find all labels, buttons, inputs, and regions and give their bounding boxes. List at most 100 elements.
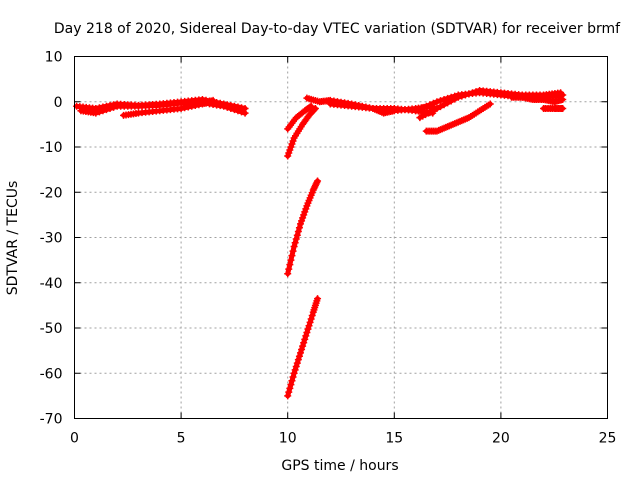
series-arc-drop-2 xyxy=(284,102,315,133)
y-tick-label: -60 xyxy=(40,366,63,382)
data-point xyxy=(422,102,430,110)
data-point xyxy=(447,93,455,101)
x-tick-label: 20 xyxy=(492,431,510,447)
data-point xyxy=(291,239,299,247)
data-point xyxy=(303,329,311,337)
data-point xyxy=(311,105,319,113)
data-point xyxy=(92,109,100,117)
data-point xyxy=(426,101,434,109)
y-tick-label: 0 xyxy=(54,95,63,111)
data-point xyxy=(106,105,114,113)
chart-title: Day 218 of 2020, Sidereal Day-to-day VTE… xyxy=(54,21,621,37)
data-point xyxy=(290,369,298,377)
series-arc-drop-3 xyxy=(284,177,322,278)
data-point xyxy=(284,392,292,400)
data-point xyxy=(293,231,301,239)
data-point xyxy=(305,322,313,330)
series-arc-early-3 xyxy=(120,96,217,119)
series-arc-drop-4 xyxy=(284,295,322,400)
y-tick-label: 10 xyxy=(45,50,63,66)
data-point xyxy=(301,335,309,343)
data-point xyxy=(308,312,316,320)
x-tick-label: 25 xyxy=(599,431,617,447)
data-layer xyxy=(73,86,567,400)
data-point xyxy=(486,100,494,108)
x-tick-label: 0 xyxy=(70,431,79,447)
y-tick-label: -20 xyxy=(40,185,63,201)
data-point xyxy=(296,349,304,357)
data-point xyxy=(191,102,199,110)
data-point xyxy=(241,109,249,117)
y-tick-label: -40 xyxy=(40,276,63,292)
x-tick-label: 15 xyxy=(385,431,403,447)
data-point xyxy=(99,107,107,115)
data-point xyxy=(177,105,185,113)
data-point xyxy=(285,388,293,396)
data-point xyxy=(299,342,307,350)
data-point xyxy=(559,105,567,113)
data-point xyxy=(95,108,103,116)
data-point xyxy=(188,102,196,110)
series-arc-late-4 xyxy=(508,93,567,106)
data-point xyxy=(295,224,303,232)
data-point xyxy=(286,384,294,392)
data-point xyxy=(110,103,118,111)
data-point xyxy=(287,381,295,389)
data-point xyxy=(444,94,452,102)
data-point xyxy=(314,177,322,185)
data-point xyxy=(234,107,242,115)
data-point xyxy=(291,366,299,374)
data-point xyxy=(287,256,295,264)
data-point xyxy=(412,107,420,115)
data-point xyxy=(307,315,315,323)
data-point xyxy=(306,103,314,111)
data-point xyxy=(429,99,437,107)
data-point xyxy=(285,265,293,273)
data-point xyxy=(436,103,444,111)
data-point xyxy=(289,373,297,381)
data-point xyxy=(288,252,296,260)
series-arc-drop-1 xyxy=(284,105,319,160)
x-tick-label: 5 xyxy=(177,431,186,447)
x-axis-label: GPS time / hours xyxy=(281,458,398,474)
data-point xyxy=(284,270,292,278)
y-tick-label: -50 xyxy=(40,321,63,337)
data-point xyxy=(306,318,314,326)
data-point xyxy=(298,345,306,353)
data-point xyxy=(290,243,298,251)
data-point xyxy=(440,95,448,103)
data-point xyxy=(223,103,231,111)
data-point xyxy=(300,339,308,347)
data-point xyxy=(314,295,322,303)
data-point xyxy=(559,95,567,103)
y-tick-label: -30 xyxy=(40,231,63,247)
data-point xyxy=(209,96,217,104)
data-point xyxy=(220,102,228,110)
data-point xyxy=(294,356,302,364)
data-point xyxy=(310,106,318,114)
data-point xyxy=(433,98,441,106)
data-point xyxy=(419,104,427,112)
data-point xyxy=(288,377,296,385)
data-point xyxy=(415,105,423,113)
data-point xyxy=(181,104,189,112)
data-point xyxy=(294,227,302,235)
data-point xyxy=(227,105,235,113)
series-arc-late-5 xyxy=(540,105,567,113)
tick-layer: 0 5 10 15 20 25 -70 -60 -50 -40 -30 -20 -10 0 10 xyxy=(40,50,617,447)
y-tick-label: -10 xyxy=(40,140,63,156)
data-point xyxy=(238,108,246,116)
data-point xyxy=(307,102,315,110)
y-tick-label: -70 xyxy=(40,412,63,428)
data-point xyxy=(292,362,300,370)
data-point xyxy=(184,103,192,111)
x-tick-label: 10 xyxy=(279,431,297,447)
data-point xyxy=(295,352,303,360)
data-point xyxy=(433,105,441,113)
data-point xyxy=(195,101,203,109)
data-point xyxy=(302,332,310,340)
y-axis-label: SDTVAR / TECUs xyxy=(5,181,21,296)
data-point xyxy=(102,106,110,114)
data-point xyxy=(286,261,294,269)
